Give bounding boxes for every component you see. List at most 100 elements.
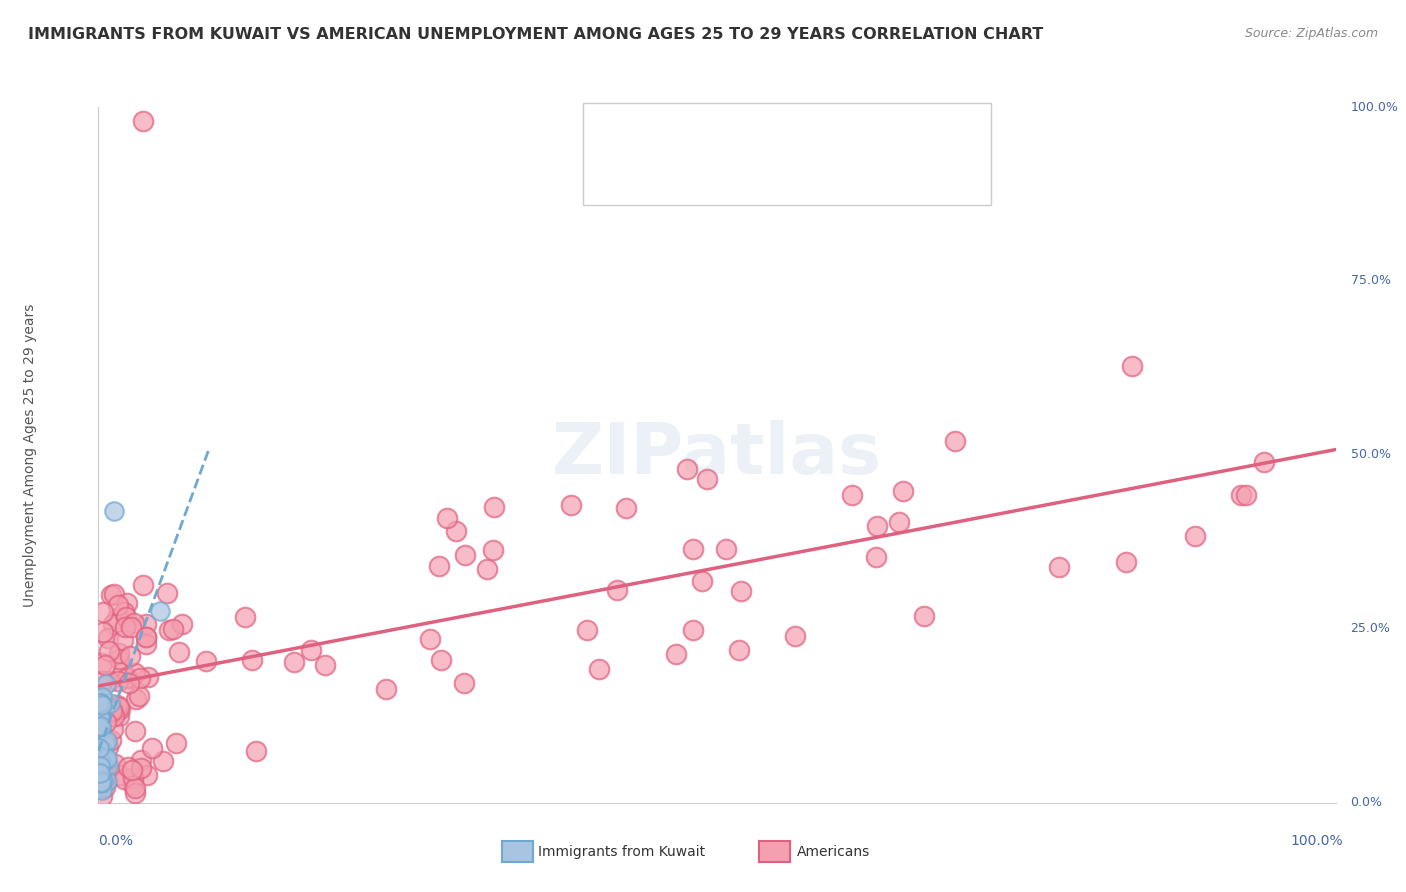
Point	[131, 578, 153, 592]
Point	[105, 611, 128, 625]
Point	[665, 647, 688, 661]
Point	[91, 789, 114, 803]
Point	[453, 675, 475, 690]
Point	[115, 671, 138, 685]
Point	[714, 542, 737, 557]
Point	[96, 714, 118, 729]
Point	[170, 617, 193, 632]
Point	[98, 673, 121, 688]
Point	[891, 484, 914, 499]
Point	[98, 696, 121, 710]
Point	[90, 673, 112, 688]
Point	[89, 759, 111, 773]
Point	[120, 620, 142, 634]
Point	[1047, 559, 1070, 574]
Point	[104, 757, 127, 772]
Text: IMMIGRANTS FROM KUWAIT VS AMERICAN UNEMPLOYMENT AMONG AGES 25 TO 29 YEARS CORREL: IMMIGRANTS FROM KUWAIT VS AMERICAN UNEMP…	[28, 27, 1043, 42]
Text: 0.314: 0.314	[675, 120, 723, 134]
Point	[889, 515, 911, 529]
Point	[90, 719, 112, 733]
Point	[430, 653, 453, 667]
Point	[89, 755, 111, 769]
Point	[783, 629, 806, 643]
Point	[108, 701, 131, 715]
Point	[96, 773, 118, 788]
Point	[90, 696, 112, 710]
Point	[94, 736, 117, 750]
Point	[87, 749, 110, 764]
Point	[101, 704, 124, 718]
Point	[93, 751, 115, 765]
Point	[89, 708, 111, 723]
Point	[727, 642, 749, 657]
Point	[156, 586, 179, 600]
Point	[108, 646, 131, 660]
Point	[149, 604, 172, 618]
Point	[101, 723, 124, 737]
Point	[682, 542, 704, 557]
Text: N =: N =	[728, 158, 762, 172]
Point	[114, 610, 136, 624]
Point	[124, 780, 146, 795]
Point	[1184, 529, 1206, 543]
Point	[97, 631, 120, 645]
Point	[108, 709, 131, 723]
Text: ZIPatlas: ZIPatlas	[553, 420, 882, 490]
Text: N =: N =	[728, 120, 762, 134]
Text: R =: R =	[644, 120, 678, 134]
Point	[96, 751, 118, 765]
Point	[87, 780, 110, 795]
Point	[283, 655, 305, 669]
Point	[162, 622, 184, 636]
Point	[124, 723, 146, 738]
Point	[560, 498, 582, 512]
Point	[91, 624, 114, 639]
Point	[103, 587, 125, 601]
Point	[125, 692, 148, 706]
Point	[135, 768, 157, 782]
Point	[122, 778, 145, 792]
Point	[94, 752, 117, 766]
Point	[575, 623, 598, 637]
Point	[135, 616, 157, 631]
Point	[129, 761, 152, 775]
Point	[419, 632, 441, 647]
Point	[112, 605, 135, 619]
Point	[943, 434, 966, 449]
Point	[101, 617, 124, 632]
Point	[100, 733, 122, 747]
Point	[115, 596, 138, 610]
Point	[135, 630, 157, 644]
Point	[482, 542, 505, 557]
Text: Source: ZipAtlas.com: Source: ZipAtlas.com	[1244, 27, 1378, 40]
Point	[131, 114, 153, 128]
Point	[111, 633, 134, 648]
Point	[90, 698, 112, 712]
Point	[914, 608, 936, 623]
Point	[141, 740, 163, 755]
Point	[100, 588, 122, 602]
Point	[105, 698, 128, 712]
Point	[841, 488, 863, 502]
Point	[730, 584, 752, 599]
Point	[103, 503, 125, 517]
Point	[444, 524, 467, 538]
Text: 124: 124	[759, 158, 792, 172]
Point	[87, 766, 110, 780]
Point	[94, 732, 117, 747]
Point	[96, 677, 118, 691]
Point	[588, 662, 610, 676]
Text: 50.0%: 50.0%	[1351, 449, 1391, 461]
Point	[128, 689, 150, 703]
Point	[90, 776, 112, 790]
Point	[112, 772, 135, 787]
Point	[124, 666, 146, 681]
Point	[157, 623, 180, 637]
Point	[475, 562, 498, 576]
Point	[865, 549, 887, 564]
Point	[436, 511, 458, 525]
Point	[124, 786, 146, 800]
Point	[427, 558, 450, 573]
Text: Americans: Americans	[797, 845, 870, 859]
Point	[690, 574, 713, 589]
